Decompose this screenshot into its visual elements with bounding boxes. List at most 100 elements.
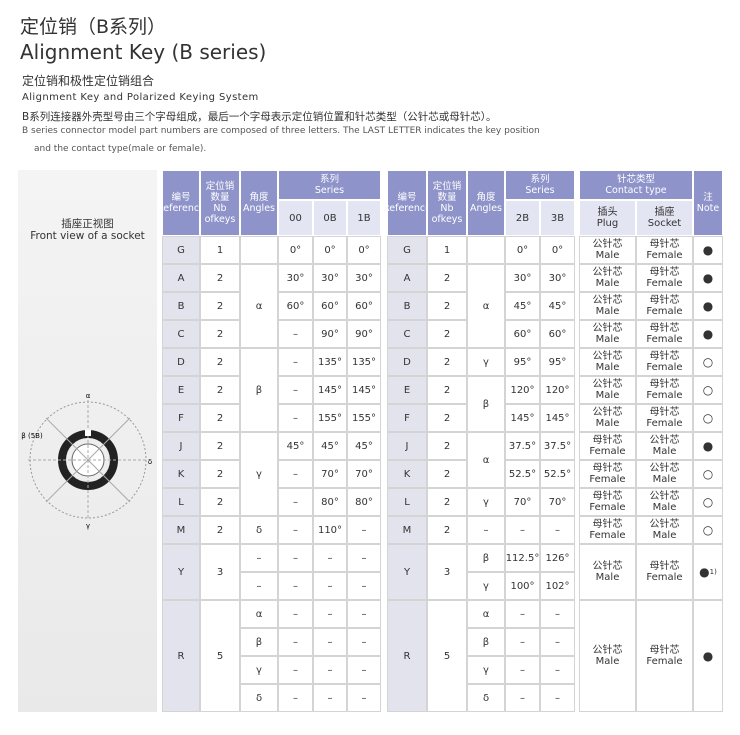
keys: 5 (427, 600, 467, 712)
plug-text: 公针芯 (592, 351, 623, 362)
angle-value-text: – (293, 664, 298, 676)
angle-value-text: – (555, 524, 560, 536)
angle-text: – (256, 580, 262, 592)
plug-text: 公针芯 (592, 379, 623, 390)
reference: J (387, 432, 427, 460)
angle-value-text: 135° (351, 356, 377, 368)
angle-value-text: 100° (510, 580, 535, 592)
keys-header: 定位销 数量 Nb ofkeys (427, 170, 467, 236)
socket: 母针芯 Female (636, 320, 693, 348)
angle: β (240, 628, 278, 656)
keys-header-text: 数量 (437, 192, 457, 203)
socket-text: Female (646, 306, 683, 317)
angle-value: – (313, 656, 347, 684)
angle-value: 60° (278, 292, 313, 320)
plug: 公针芯 Male (579, 236, 636, 264)
angle-value-text: – (361, 608, 367, 620)
angle-value: 102° (540, 572, 575, 600)
angle-text: γ (256, 468, 262, 480)
keys-header-text: ofkeys (204, 214, 236, 225)
reference: B (162, 292, 200, 320)
reference: G (162, 236, 200, 264)
angle-value-text: 45° (321, 440, 339, 452)
angle-value-text: 120° (510, 384, 535, 396)
series-header: 系列 Series (505, 170, 575, 200)
angle-value-text: 70° (355, 468, 373, 480)
angle-value: 90° (313, 320, 347, 348)
contact-header-text: 针芯类型 (616, 174, 655, 185)
keys: 2 (427, 348, 467, 376)
angle-value-text: – (293, 468, 298, 480)
angle-value: – (505, 516, 540, 544)
angle-value-text: – (327, 636, 333, 648)
angle-value-text: 145° (510, 412, 535, 424)
series-col-text: 00 (289, 212, 302, 224)
angle-value-text: – (293, 580, 298, 592)
angle-value: – (347, 600, 381, 628)
angle-value: – (505, 600, 540, 628)
angle-text: β (255, 636, 263, 648)
plug-text: 母针芯 (592, 491, 623, 502)
keys-header-text: 数量 (210, 192, 230, 203)
angle-value-text: – (520, 608, 525, 620)
series-header-text: 系列 (530, 174, 550, 185)
angle-value-text: 126° (545, 552, 570, 564)
reference-text: K (403, 468, 411, 480)
plug: 公针芯 Male (579, 292, 636, 320)
angle-value-text: – (293, 524, 298, 536)
angle-value: 80° (313, 488, 347, 516)
angle-value: – (278, 544, 313, 572)
socket: 母针芯 Female (636, 264, 693, 292)
angle-value: 70° (313, 460, 347, 488)
angle-value: 30° (278, 264, 313, 292)
angle-value: – (540, 516, 575, 544)
angle-text: β (482, 398, 490, 410)
socket-diagram: α β (5B) γ δ (21, 392, 152, 530)
angle-value-text: – (555, 692, 560, 704)
keys: 2 (427, 320, 467, 348)
reference: G (387, 236, 427, 264)
angle-value: 45° (278, 432, 313, 460)
angle-value: 80° (347, 488, 381, 516)
series-col-text: 3B (550, 212, 565, 224)
socket-text: Male (652, 446, 677, 457)
plug-text: 公针芯 (592, 267, 623, 278)
angle-value: – (278, 516, 313, 544)
angles-header-text: Angles (243, 203, 275, 214)
reference: M (387, 516, 427, 544)
angle-value: 95° (540, 348, 575, 376)
angle-value-text: 70° (513, 496, 532, 508)
keys: 2 (200, 320, 240, 348)
angle-value-text: 95° (548, 356, 567, 368)
keys-header-text: ofkeys (431, 214, 463, 225)
reference: A (387, 264, 427, 292)
angle-value: 70° (540, 488, 575, 516)
socket-text: Female (646, 362, 683, 373)
angle-text: γ (483, 496, 489, 508)
note: ○ (693, 404, 723, 432)
socket-text: 母针芯 (649, 645, 680, 656)
angle-value-text: 155° (317, 412, 343, 424)
angles-header-text: Angles (470, 203, 502, 214)
note-text: ● (702, 648, 714, 663)
reference-text: D (177, 356, 185, 368)
angle-value-text: 45° (355, 440, 373, 452)
angle-value-text: 70° (321, 468, 339, 480)
angle: γ (467, 656, 505, 684)
angle-value: 145° (313, 376, 347, 404)
angle-value: 0° (347, 236, 381, 264)
title-cn: 定位销（B系列） (20, 16, 167, 38)
keys: 2 (427, 516, 467, 544)
reference: D (387, 348, 427, 376)
plug-text: 公针芯 (592, 295, 623, 306)
angle-text: γ (483, 664, 489, 676)
angle-value: – (347, 572, 381, 600)
reference: A (162, 264, 200, 292)
angle-value: – (278, 488, 313, 516)
angle-value-text: – (327, 692, 333, 704)
angle: α (240, 264, 278, 348)
socket: 公针芯 Male (636, 516, 693, 544)
socket-text: Female (646, 656, 683, 667)
reference-header-text: Reference (157, 203, 205, 214)
diagram-label: δ (148, 458, 152, 466)
